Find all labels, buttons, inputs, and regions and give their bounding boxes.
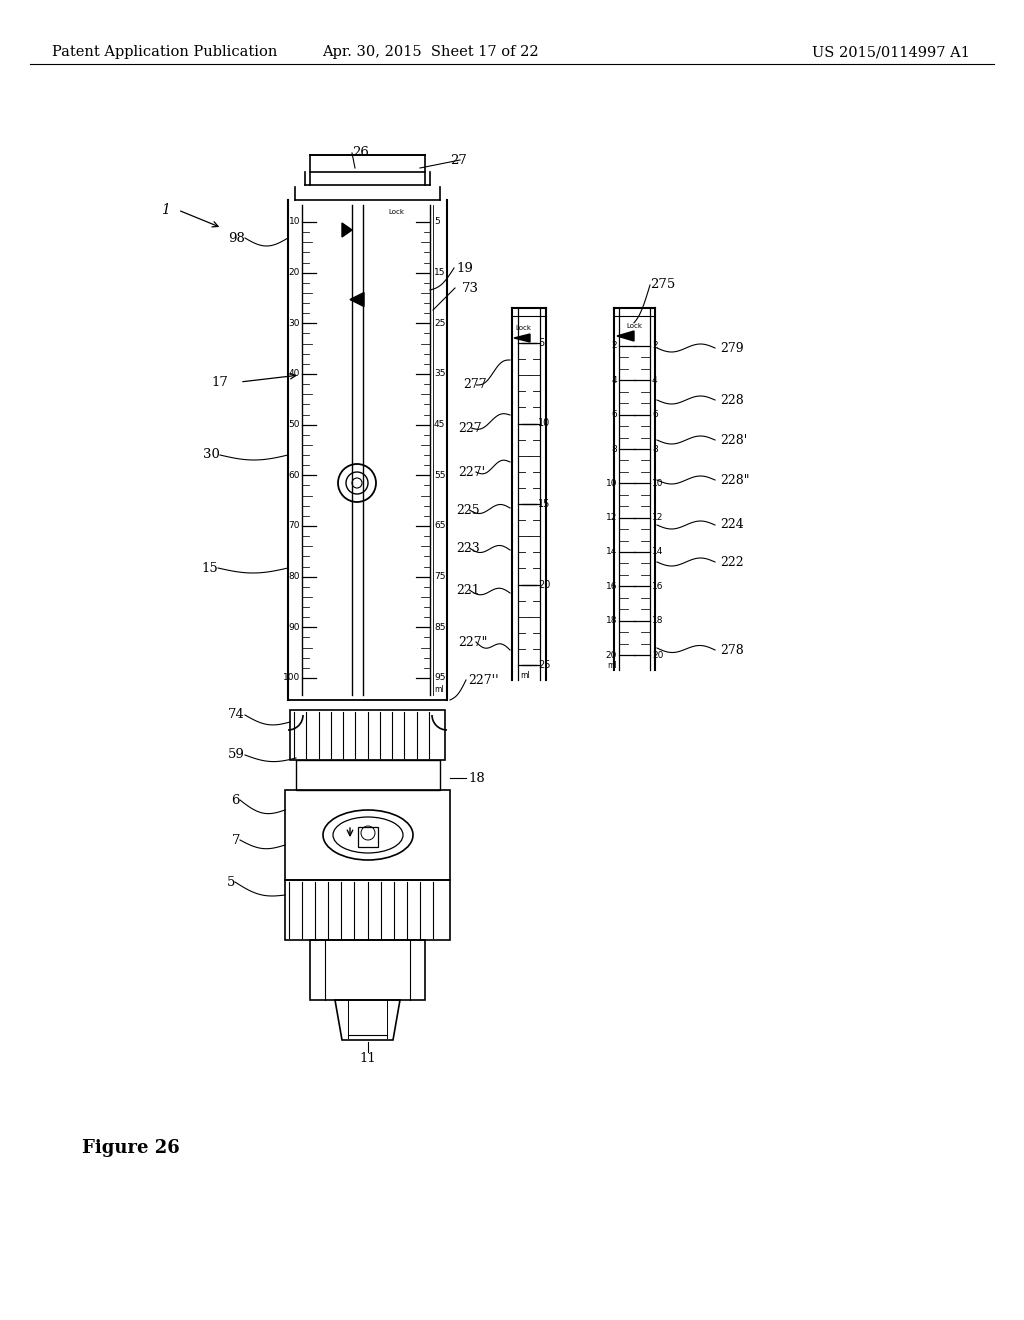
Text: 30: 30 — [203, 449, 220, 462]
Text: 15: 15 — [538, 499, 550, 510]
Text: 85: 85 — [434, 623, 445, 632]
Text: 6: 6 — [652, 411, 657, 420]
Text: 75: 75 — [434, 572, 445, 581]
Text: 55: 55 — [434, 471, 445, 480]
Text: US 2015/0114997 A1: US 2015/0114997 A1 — [812, 45, 970, 59]
Text: 10: 10 — [652, 479, 664, 488]
Text: 73: 73 — [462, 281, 479, 294]
Text: 222: 222 — [720, 556, 743, 569]
Text: 20: 20 — [605, 651, 617, 660]
Text: 11: 11 — [359, 1052, 377, 1064]
Text: 12: 12 — [652, 513, 664, 523]
Text: 74: 74 — [228, 709, 245, 722]
Text: 227': 227' — [458, 466, 485, 479]
Text: 227": 227" — [458, 635, 487, 648]
Text: 224: 224 — [720, 519, 743, 532]
Text: 20: 20 — [538, 579, 550, 590]
Text: 7: 7 — [231, 833, 240, 846]
Text: 18: 18 — [605, 616, 617, 626]
Bar — [296, 760, 440, 789]
Text: 35: 35 — [434, 370, 445, 379]
Text: 279: 279 — [720, 342, 743, 355]
Text: 6: 6 — [231, 793, 240, 807]
Text: 98: 98 — [228, 231, 245, 244]
Polygon shape — [514, 334, 530, 342]
Text: 65: 65 — [434, 521, 445, 531]
Text: 228": 228" — [720, 474, 750, 487]
Text: Lock: Lock — [515, 325, 531, 331]
Text: 275: 275 — [650, 279, 675, 292]
Text: 227: 227 — [458, 421, 481, 434]
Text: 14: 14 — [652, 548, 664, 557]
Text: 10: 10 — [538, 418, 550, 429]
Text: 223: 223 — [456, 541, 480, 554]
Text: 45: 45 — [434, 420, 445, 429]
Text: 19: 19 — [456, 261, 473, 275]
Text: 277: 277 — [463, 379, 486, 392]
Text: 40: 40 — [289, 370, 300, 379]
Text: 15: 15 — [434, 268, 445, 277]
Text: 4: 4 — [611, 376, 617, 385]
Text: 20: 20 — [289, 268, 300, 277]
Text: 12: 12 — [605, 513, 617, 523]
Text: 8: 8 — [652, 445, 657, 454]
Text: 2: 2 — [652, 342, 657, 351]
Text: ml: ml — [607, 660, 617, 669]
Text: 225: 225 — [456, 503, 479, 516]
Text: 26: 26 — [352, 147, 369, 160]
Text: 4: 4 — [652, 376, 657, 385]
Text: Apr. 30, 2015  Sheet 17 of 22: Apr. 30, 2015 Sheet 17 of 22 — [322, 45, 539, 59]
Text: 50: 50 — [289, 420, 300, 429]
Bar — [285, 880, 450, 940]
Bar — [290, 710, 445, 760]
Text: 25: 25 — [434, 319, 445, 327]
Text: 100: 100 — [283, 673, 300, 682]
Text: 1: 1 — [161, 203, 169, 216]
Text: 221: 221 — [456, 583, 480, 597]
Text: 16: 16 — [605, 582, 617, 591]
Text: 30: 30 — [289, 319, 300, 327]
Text: 59: 59 — [228, 748, 245, 762]
Polygon shape — [350, 293, 364, 306]
Text: 16: 16 — [652, 582, 664, 591]
Polygon shape — [342, 223, 352, 238]
Text: 8: 8 — [611, 445, 617, 454]
Text: 15: 15 — [202, 561, 218, 574]
Text: 5: 5 — [434, 218, 439, 227]
Text: Lock: Lock — [388, 209, 404, 215]
Text: ml: ml — [434, 685, 443, 694]
Text: 95: 95 — [434, 673, 445, 682]
Text: 227'': 227'' — [468, 673, 499, 686]
Text: 5: 5 — [226, 875, 234, 888]
Text: 90: 90 — [289, 623, 300, 632]
Text: 25: 25 — [538, 660, 551, 671]
Text: 278: 278 — [720, 644, 743, 656]
Text: 2: 2 — [611, 342, 617, 351]
Text: 6: 6 — [611, 411, 617, 420]
Text: 80: 80 — [289, 572, 300, 581]
Text: 5: 5 — [538, 338, 544, 348]
Bar — [310, 940, 425, 1001]
Text: 14: 14 — [605, 548, 617, 557]
Text: Figure 26: Figure 26 — [82, 1139, 180, 1158]
Text: Lock: Lock — [626, 323, 642, 329]
Text: 70: 70 — [289, 521, 300, 531]
Text: 17: 17 — [211, 375, 228, 388]
Text: 18: 18 — [468, 771, 484, 784]
Polygon shape — [617, 331, 634, 341]
Text: 228: 228 — [720, 393, 743, 407]
Bar — [285, 789, 450, 880]
Text: 27: 27 — [450, 153, 467, 166]
Text: Patent Application Publication: Patent Application Publication — [52, 45, 278, 59]
Text: 10: 10 — [605, 479, 617, 488]
Text: 228': 228' — [720, 433, 748, 446]
Text: 20: 20 — [652, 651, 664, 660]
Text: 10: 10 — [289, 218, 300, 227]
Text: 18: 18 — [652, 616, 664, 626]
Text: ml: ml — [520, 671, 529, 680]
Text: 60: 60 — [289, 471, 300, 480]
